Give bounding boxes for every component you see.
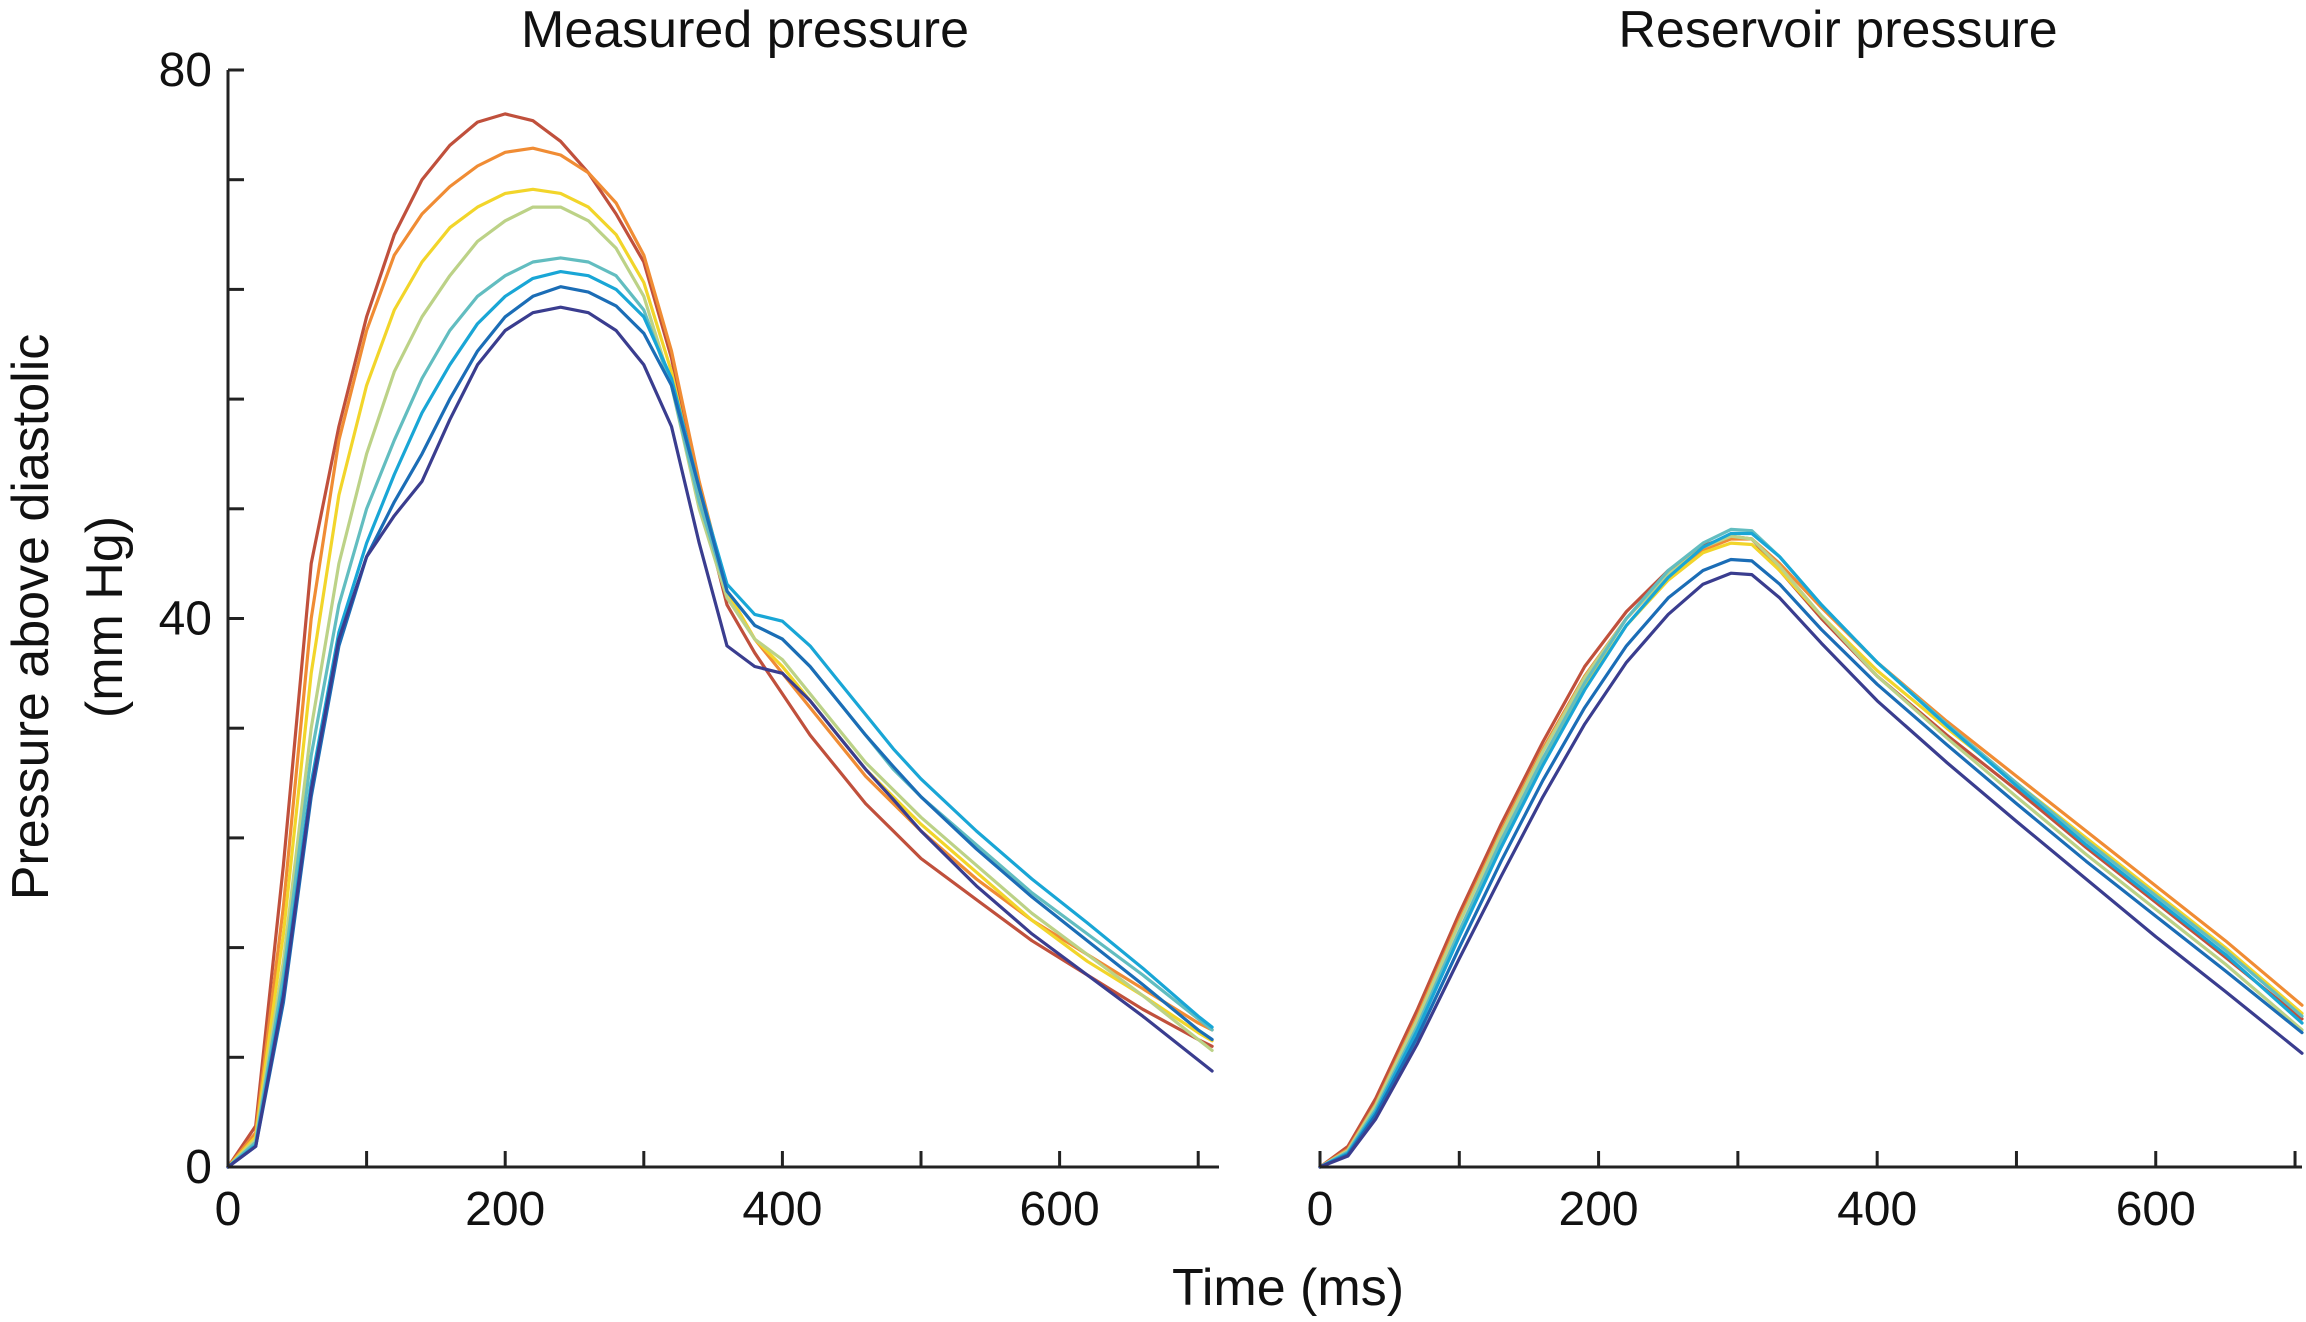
series-line-8 (1318, 571, 2304, 1169)
series-line-4 (226, 205, 1214, 1169)
measured-pressure-panel: Measured pressure 0 200 400 600 0 40 80 (159, 1, 1219, 1236)
y-tick-label: 80 (159, 44, 212, 97)
x-tick-label: 0 (1307, 1183, 1334, 1236)
reservoir-pressure-panel: Reservoir pressure 0 200 400 600 (1307, 1, 2304, 1236)
series-line-2 (226, 146, 1214, 1169)
measured-y-ticks: 0 40 80 (159, 44, 244, 1194)
series-line-1 (226, 112, 1214, 1169)
series-line-7 (226, 285, 1214, 1169)
y-axis-label-units: (mm Hg) (76, 516, 134, 718)
series-line-3 (226, 187, 1214, 1169)
series-line-6 (226, 270, 1214, 1169)
series-line-3 (1318, 541, 2304, 1169)
measured-pressure-title: Measured pressure (521, 1, 969, 59)
x-tick-label: 400 (1837, 1183, 1917, 1236)
x-axis-label: Time (ms) (1172, 1259, 1404, 1317)
reservoir-pressure-title: Reservoir pressure (1618, 1, 2057, 59)
measured-x-ticks: 0 200 400 600 (215, 1151, 1200, 1236)
x-tick-label: 200 (465, 1183, 545, 1236)
reservoir-pressure-series (1318, 527, 2304, 1169)
measured-pressure-series (226, 112, 1214, 1169)
x-tick-label: 0 (215, 1183, 242, 1236)
x-tick-label: 600 (2116, 1183, 2196, 1236)
series-line-8 (226, 305, 1214, 1169)
y-axis-label-main: Pressure above diastolic (2, 334, 60, 901)
reservoir-x-ticks: 0 200 400 600 (1307, 1151, 2297, 1236)
series-line-5 (226, 256, 1214, 1169)
y-axis-label: Pressure above diastolic (mm Hg) (2, 334, 134, 901)
y-tick-label: 0 (185, 1141, 212, 1194)
y-tick-label: 40 (159, 593, 212, 646)
x-tick-label: 400 (742, 1183, 822, 1236)
series-line-5 (1318, 527, 2304, 1169)
x-tick-label: 600 (1020, 1183, 1100, 1236)
series-line-6 (1318, 531, 2304, 1169)
x-tick-label: 200 (1559, 1183, 1639, 1236)
series-line-7 (1318, 557, 2304, 1169)
